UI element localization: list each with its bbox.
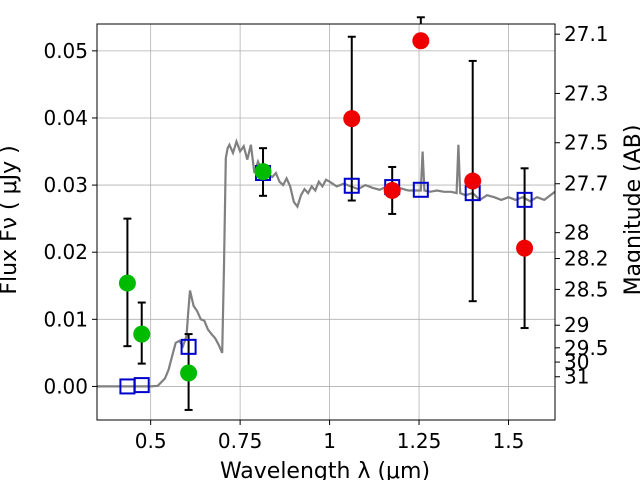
y2-tick-label: 29 [564,313,589,337]
green-data-point [180,364,198,382]
y-tick-label: 0.05 [43,39,88,63]
x-tick-label: 0.75 [218,429,263,453]
x-tick-label: 1.25 [397,429,442,453]
y-tick-label: 0.03 [43,173,88,197]
x-axis-label: Wavelength λ (μm) [220,459,430,480]
model-band-marker [412,181,429,198]
error-bar [416,16,425,24]
y2-tick-label: 28.2 [564,247,609,271]
model-spectrum-line [97,138,556,388]
y2-tick-label: 27.1 [564,22,609,46]
y-tick-label: 0.00 [43,374,88,398]
green-data-point [118,274,136,292]
y2-tick-label: 27.5 [564,131,609,155]
y-tick-label: 0.01 [43,307,88,331]
red-data-point [516,239,534,257]
y2-tick-label: 27.3 [564,81,609,105]
y-tick-label: 0.04 [43,106,88,130]
error-bars [123,16,529,411]
data-markers [118,32,534,395]
model-band-marker [343,177,360,194]
x-tick-label: 1 [323,429,336,453]
green-data-point [133,325,151,343]
model-spectrum [97,138,556,388]
plot-frame [96,23,556,421]
y-axis-label: Flux Fν ( μJy ) [0,145,22,294]
x-axis-ticks: 0.5 0.75 1 1.25 1.5 [135,420,525,453]
y-axis-ticks: 0.00 0.01 0.02 0.03 0.04 0.05 [43,39,97,398]
y2-tick-label: 28.5 [564,277,609,301]
red-data-point [412,32,430,50]
green-data-point [254,163,272,181]
red-data-point [383,181,401,199]
y2-tick-label: 28 [564,221,589,245]
model-band-marker [133,377,150,394]
y-tick-label: 0.02 [43,240,88,264]
y2-tick-label: 27.7 [564,172,609,196]
model-band-marker [516,191,533,208]
red-data-point [464,172,482,190]
y2-tick-label: 30 [564,350,589,374]
y2-axis-label: Magnitude (AB) [621,125,640,296]
red-data-point [343,110,361,128]
x-tick-label: 0.5 [135,429,167,453]
y2-tick-label: 31 [564,365,589,389]
model-band-marker [180,338,197,355]
grid [97,24,555,420]
x-tick-label: 1.5 [493,429,525,453]
y2-tick-label: 29.5 [564,336,609,360]
